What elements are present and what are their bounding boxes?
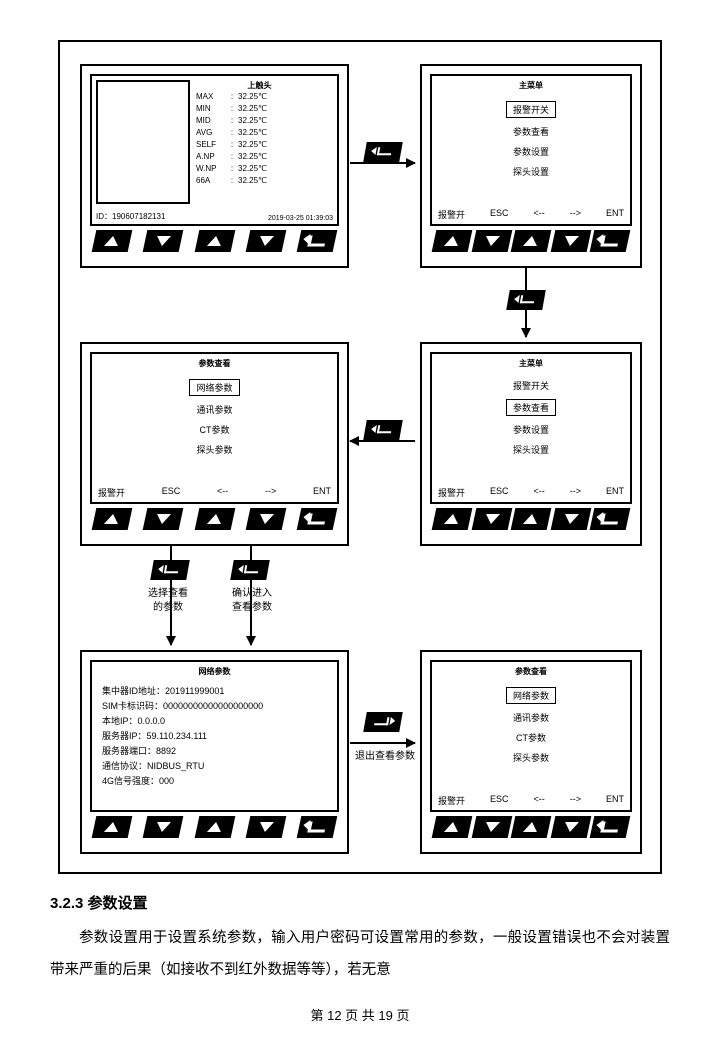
key-down[interactable] — [471, 230, 512, 252]
body-paragraph: 参数设置用于设置系统参数，输入用户密码可设置常用的参数，一般设置错误也不会对装置… — [50, 923, 670, 987]
key-up[interactable] — [92, 816, 133, 838]
key-up2[interactable] — [194, 508, 235, 530]
label-confirm: 确认进入 查看参数 — [222, 587, 282, 615]
screen-title: 参数查看 — [92, 358, 337, 369]
enter-icon — [150, 560, 190, 580]
key-enter[interactable] — [297, 508, 338, 530]
key-down2[interactable] — [550, 230, 591, 252]
screen-param-view: 参数查看 网络参数通讯参数CT参数探头参数 报警开ESC<---->ENT — [80, 342, 349, 546]
key-down2[interactable] — [550, 508, 591, 530]
keypad — [422, 812, 640, 844]
key-down[interactable] — [471, 816, 512, 838]
key-up2[interactable] — [511, 816, 552, 838]
enter-icon — [363, 142, 403, 162]
arrow-right — [350, 162, 415, 164]
key-enter[interactable] — [297, 816, 338, 838]
enter-icon — [230, 560, 270, 580]
key-down2[interactable] — [550, 816, 591, 838]
page-number: 第 12 页 共 19 页 — [50, 1005, 670, 1024]
screen-main-menu-2: 主菜单 报警开关参数查看参数设置探头设置 报警开ESC<---->ENT — [420, 342, 642, 546]
key-down[interactable] — [471, 508, 512, 530]
key-up[interactable] — [92, 508, 133, 530]
key-up[interactable] — [432, 508, 473, 530]
key-down2[interactable] — [245, 816, 286, 838]
footer-labels: 报警开ESC<---->ENT — [92, 484, 337, 501]
label-exit: 退出查看参数 — [350, 750, 420, 764]
screen-main-menu-1: 主菜单 报警开关参数查看参数设置探头设置 报警开ESC<---->ENT — [420, 64, 642, 268]
key-up[interactable] — [432, 230, 473, 252]
key-down[interactable] — [143, 508, 184, 530]
footer-labels: 报警开ESC<---->ENT — [432, 792, 630, 809]
key-up[interactable] — [92, 230, 133, 252]
key-down2[interactable] — [245, 230, 286, 252]
arrow-left — [350, 440, 415, 442]
label-select-param: 选择查看 的参数 — [138, 587, 198, 615]
key-up2[interactable] — [194, 816, 235, 838]
thumbnail-box — [96, 80, 190, 204]
keypad — [82, 812, 347, 844]
flow-diagram: 上触头 MAX:32.25℃MIN:32.25℃MID:32.25℃AVG:32… — [58, 40, 662, 874]
screen-title: 参数查看 — [432, 666, 630, 677]
screen-param-view-2: 参数查看 网络参数通讯参数CT参数探头参数 报警开ESC<---->ENT — [420, 650, 642, 854]
keypad — [82, 504, 347, 536]
esc-icon — [363, 712, 403, 732]
key-up2[interactable] — [194, 230, 235, 252]
screen-title: 上触头 — [182, 80, 337, 91]
keypad — [82, 226, 347, 258]
key-enter[interactable] — [590, 508, 631, 530]
key-down[interactable] — [143, 816, 184, 838]
key-up[interactable] — [432, 816, 473, 838]
key-down2[interactable] — [245, 508, 286, 530]
footer-labels: 报警开ESC<---->ENT — [432, 484, 630, 501]
keypad — [422, 504, 640, 536]
key-enter[interactable] — [297, 230, 338, 252]
arrow-right — [350, 742, 415, 744]
keypad — [422, 226, 640, 258]
screen-title: 主菜单 — [432, 80, 630, 91]
device-id: ID：190607182131 — [96, 211, 165, 222]
screen-title: 主菜单 — [432, 358, 630, 369]
timestamp: 2019-03-25 01:39:03 — [268, 215, 333, 222]
key-up2[interactable] — [511, 508, 552, 530]
screen-title: 网络参数 — [92, 666, 337, 677]
enter-icon — [363, 420, 403, 440]
enter-icon — [506, 290, 546, 310]
key-up2[interactable] — [511, 230, 552, 252]
footer-labels: 报警开ESC<---->ENT — [432, 206, 630, 223]
key-down[interactable] — [143, 230, 184, 252]
key-enter[interactable] — [590, 816, 631, 838]
key-enter[interactable] — [590, 230, 631, 252]
section-heading: 3.2.3 参数设置 — [50, 892, 670, 913]
screen-data-display: 上触头 MAX:32.25℃MIN:32.25℃MID:32.25℃AVG:32… — [80, 64, 349, 268]
screen-network-params: 网络参数 集中器ID地址：201911999001SIM卡标识码：0000000… — [80, 650, 349, 854]
